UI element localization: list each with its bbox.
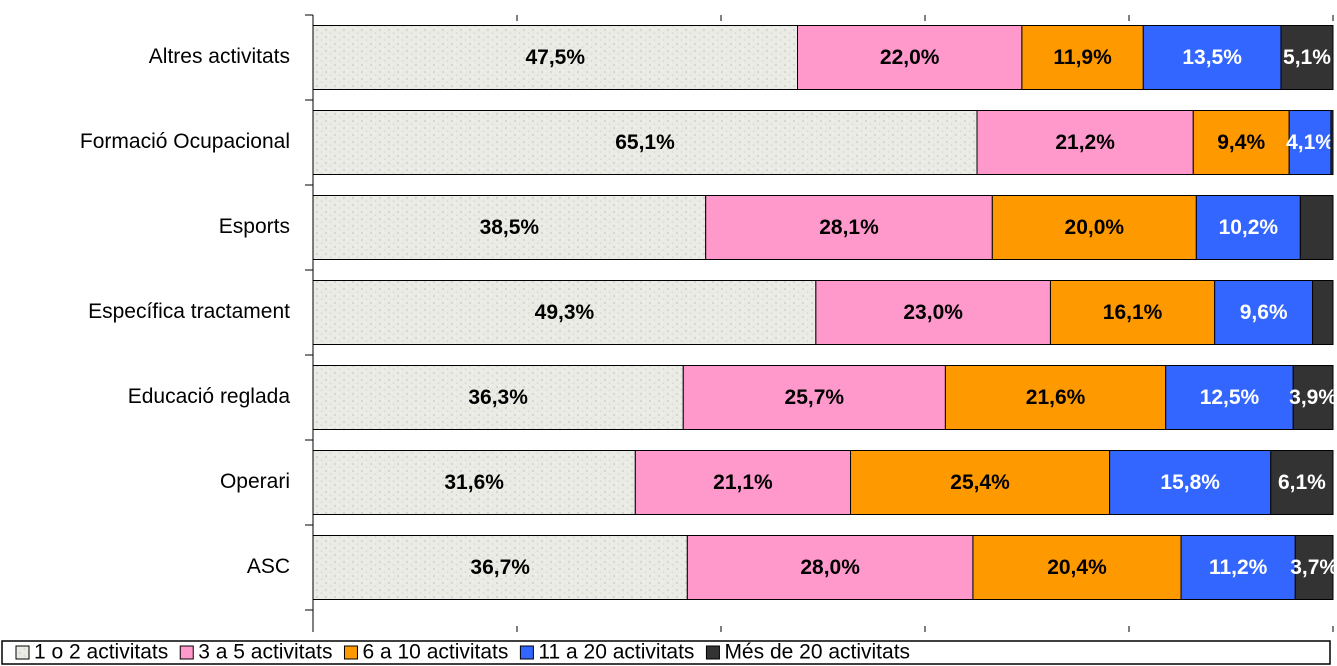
data-label: 13,5% [1182,46,1242,69]
data-label: 20,0% [1065,216,1125,239]
bar-segment [1270,450,1334,515]
data-label: 28,0% [800,556,860,579]
bar-segment [1299,195,1334,260]
data-label: 3,7% [1290,556,1337,579]
bar-segment [1192,110,1290,175]
y-tick-label: Operari [220,470,290,493]
data-label: 3,9% [1289,386,1337,409]
y-tick-label: ASC [247,555,290,578]
bar-segment [1180,535,1296,600]
legend-label: 1 o 2 activitats [34,641,168,664]
data-label: 65,1% [615,131,675,154]
bar-segment [682,365,946,430]
data-label: 9,6% [1240,301,1288,324]
data-label: 38,5% [480,216,540,239]
data-label: 6,1% [1278,471,1326,494]
legend-swatch [179,645,194,660]
legend-label: 11 a 20 activitats [538,641,694,664]
legend-label: 6 a 10 activitats [362,641,508,664]
y-tick-label: Altres activitats [149,45,290,68]
bar-segment [1195,195,1301,260]
legend-label: Més de 20 activitats [724,641,910,664]
data-label: 9,4% [1217,131,1265,154]
bar-segment [1142,25,1282,90]
bar-segment [312,25,798,90]
data-label: 12,5% [1200,386,1260,409]
bar-segment [991,195,1197,260]
legend-label: 3 a 5 activitats [198,641,332,664]
bar-segment [1165,365,1294,430]
bar-segment [944,365,1167,430]
data-label: 28,1% [819,216,879,239]
y-tick-label: Esports [219,215,290,238]
legend: 1 o 2 activitats 3 a 5 activitats 6 a 10 a… [15,641,910,664]
data-label: 22,0% [880,46,940,69]
bar-segment [815,280,1051,345]
bar-segment [1294,535,1334,600]
data-label: 11,9% [1053,46,1112,69]
data-label: 21,1% [713,471,773,494]
data-label: 21,2% [1055,131,1115,154]
legend-swatch [519,645,534,660]
bar-segment [686,535,974,600]
bar-segment [797,25,1023,90]
legend-swatch [15,645,30,660]
plot-area: Altres activitats 47,5% 22,0% 11,9% 13,5% 5,1… [80,14,1337,632]
bar-segment [850,450,1111,515]
bar-segment [312,535,688,600]
data-label: 25,4% [950,471,1010,494]
bar-segment [1049,280,1216,345]
legend-box [1,640,1331,665]
bar-segment [312,195,707,260]
data-label: 47,5% [525,46,585,69]
data-label: 16,1% [1103,301,1163,324]
y-tick-label: Educació reglada [128,385,291,408]
data-label: 31,6% [444,471,504,494]
bar-segment [1214,280,1314,345]
bar-segment [1021,25,1144,90]
bar-segment [1280,25,1334,90]
data-label: 36,3% [468,386,528,409]
data-label: 5,1% [1283,46,1331,69]
data-label: 15,8% [1160,471,1220,494]
legend-swatch [705,645,720,660]
bar-segment [976,110,1194,175]
data-label: 49,3% [535,301,595,324]
data-label: 4,1% [1286,131,1334,154]
bar-segment [312,280,817,345]
data-label: 21,6% [1026,386,1086,409]
data-label: 25,7% [785,386,845,409]
data-label: 11,2% [1209,556,1268,579]
bar-segment [312,450,636,515]
bar-segment [312,110,978,175]
data-label: 23,0% [903,301,963,324]
bar-segment [1288,110,1332,175]
data-label: 36,7% [470,556,530,579]
bar-segment [1312,280,1334,345]
bar-segment [1330,110,1334,175]
y-tick-label: Formació Ocupacional [80,130,290,153]
y-tick-label: Específica tractament [88,300,290,323]
bar-segment [1292,365,1334,430]
data-label: 10,2% [1219,216,1279,239]
legend-swatch [343,645,358,660]
data-label: 20,4% [1047,556,1107,579]
